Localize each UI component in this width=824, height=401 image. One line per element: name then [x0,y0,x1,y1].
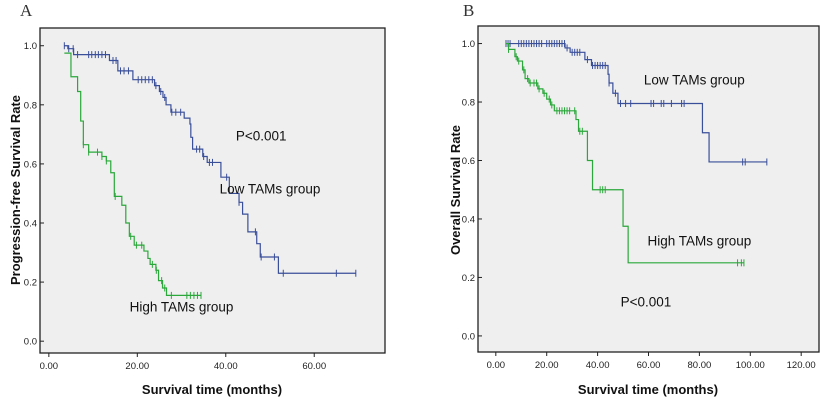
low-tams-series [505,40,768,166]
y-tick-label: 0.8 [24,100,37,111]
panel-label-a: A [20,1,33,20]
x-tick-label: 60.00 [302,361,326,372]
x-tick-label: 0.00 [487,360,506,371]
plot-area [39,27,386,354]
y-tick-label: 0.0 [462,331,475,342]
plot-area [477,25,820,353]
x-tick-label: 40.00 [214,361,238,372]
high-tams-series [64,52,202,299]
x-tick-label: 60.00 [637,360,661,371]
annotation: Low TAMs group [220,181,321,196]
panel-label-b: B [463,1,474,20]
high-tams-series [505,42,745,267]
y-tick-label: 1.0 [24,41,37,52]
y-axis-label: Progression-free Survival Rate [8,95,23,285]
y-tick-label: 0.6 [24,159,37,170]
x-tick-label: 0.00 [40,361,59,372]
annotation: Low TAMs group [644,72,745,87]
y-tick-label: 0.6 [462,156,475,167]
annotation: P<0.001 [236,128,287,143]
x-tick-label: 100.00 [736,360,765,371]
y-tick-label: 0.4 [462,214,475,225]
x-tick-label: 80.00 [688,360,712,371]
chart-b-os: 0.00 20.00 40.00 60.00 80.00 100.00 120.00 0.0 0… [448,25,820,397]
chart-a-pfs: 0.00 20.00 40.00 60.00 0.0 0.2 0.4 0.6 0.8 1.0 Sur… [8,27,386,397]
y-tick-label: 0.2 [462,273,475,284]
survival-curve [505,42,744,264]
y-tick-label: 0.8 [462,98,475,109]
survival-curve [505,42,767,163]
x-axis-label: Survival time (months) [578,382,718,397]
x-axis-label: Survival time (months) [142,382,282,397]
annotation: High TAMs group [647,233,751,248]
low-tams-series [63,42,357,277]
x-tick-label: 120.00 [787,360,816,371]
y-axis-label: Overall Survival Rate [448,125,463,255]
y-tick-label: 0.2 [24,278,37,289]
annotation: High TAMs group [130,300,234,315]
x-tick-label: 40.00 [586,360,610,371]
annotation: P<0.001 [621,295,672,310]
y-tick-label: 0.0 [24,337,37,348]
x-tick-label: 20.00 [125,361,149,372]
y-tick-label: 1.0 [462,39,475,50]
x-tick-label: 20.00 [535,360,559,371]
y-tick-label: 0.4 [24,219,37,230]
